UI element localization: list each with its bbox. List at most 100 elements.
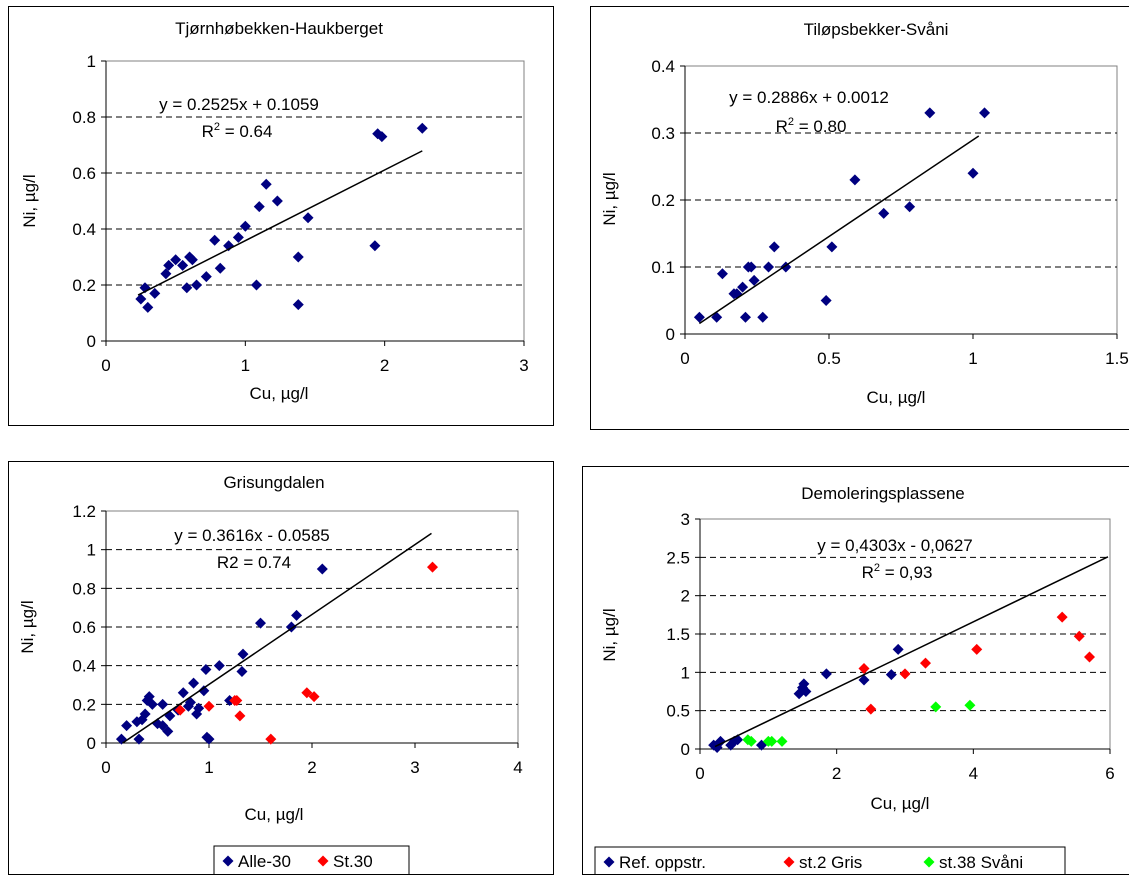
- trendline: [698, 135, 980, 325]
- data-point: [892, 643, 904, 655]
- x-tick-label: 6: [1105, 764, 1114, 783]
- x-tick-label: 1: [241, 356, 250, 375]
- legend-box: [594, 846, 1066, 878]
- data-point: [756, 739, 767, 751]
- data-point: [163, 259, 175, 271]
- y-tick-label: 1.2: [72, 502, 96, 521]
- data-point: [732, 734, 744, 746]
- data-point: [316, 563, 328, 575]
- chart-svg-4: 0 0.5 1 1.5 2 2.5 3 0 2 4 6 Demoleringsplassene Cu, …: [594, 484, 1115, 878]
- data-point: [971, 643, 983, 655]
- data-point: [200, 664, 212, 676]
- data-point: [693, 311, 705, 323]
- chart-panel-3: 0 0.2 0.4 0.6 0.8 1 1.2 0 1 2 3 4 Grisungdalen Cu, µg…: [8, 461, 554, 877]
- data-point: [250, 279, 262, 291]
- legend-marker: [603, 856, 615, 868]
- data-point: [177, 259, 189, 271]
- x-axis-label: Cu, µg/l: [245, 805, 304, 824]
- y-tick-label: 0.1: [651, 258, 675, 277]
- data-point: [427, 561, 439, 573]
- x-tick-label: 1: [204, 758, 213, 777]
- data-point: [1056, 611, 1068, 623]
- legend-entry: Ref. oppstr.: [619, 853, 706, 872]
- data-point: [800, 686, 812, 697]
- data-point: [865, 703, 877, 715]
- data-point: [858, 674, 870, 686]
- data-point: [798, 678, 810, 690]
- data-point: [139, 708, 151, 720]
- y-tick-label: 0.8: [72, 108, 96, 127]
- data-point: [203, 733, 215, 745]
- data-point: [748, 274, 760, 286]
- data-point: [292, 299, 304, 311]
- data-point: [416, 122, 428, 134]
- data-point: [200, 271, 212, 283]
- y-tick-label: 2: [681, 587, 690, 606]
- r-squared-label: R2 = 0.64: [202, 121, 273, 141]
- data-point: [776, 735, 788, 747]
- data-point: [234, 710, 246, 722]
- y-tick-label: 0: [666, 325, 675, 344]
- y-tick-label: 1: [87, 52, 96, 71]
- data-point: [253, 201, 265, 213]
- legend: Ref. oppstr. st.2 Gris st.38 Svåni: [594, 846, 1066, 878]
- x-tick-label: 1: [968, 349, 977, 368]
- r-squared-label: R2 = 0.74: [217, 553, 291, 572]
- data-point: [191, 279, 203, 291]
- data-point: [904, 201, 916, 213]
- legend-entry: st.2 Gris: [799, 853, 862, 872]
- data-point: [174, 704, 186, 716]
- y-tick-label: 0.4: [72, 657, 96, 676]
- data-point: [301, 687, 313, 699]
- data-point: [142, 301, 154, 313]
- data-point: [271, 195, 283, 207]
- data-point: [715, 735, 726, 747]
- data-point: [979, 107, 991, 119]
- y-tick-label: 0.3: [651, 124, 675, 143]
- trendline: [714, 556, 1109, 748]
- trendline: [122, 532, 432, 744]
- data-point: [177, 687, 189, 699]
- data-point: [849, 174, 861, 186]
- data-point: [232, 231, 244, 243]
- data-point: [716, 268, 728, 280]
- y-tick-label: 1: [681, 663, 690, 682]
- data-point: [260, 178, 272, 190]
- x-tick-label: 2: [307, 758, 316, 777]
- legend-entry: Alle-30: [238, 852, 291, 871]
- y-tick-label: 0.4: [72, 220, 96, 239]
- data-point: [146, 698, 158, 710]
- legend-entry: St.30: [333, 852, 373, 871]
- data-point: [135, 293, 147, 305]
- data-point: [1073, 630, 1085, 642]
- data-point: [302, 212, 314, 224]
- chart-title: Tjørnhøbekken-Haukberget: [175, 19, 383, 38]
- data-point: [711, 311, 723, 323]
- x-tick-label: 0: [695, 764, 704, 783]
- x-tick-label: 1.5: [1105, 349, 1129, 368]
- legend-entry: st.38 Svåni: [939, 853, 1023, 872]
- y-tick-label: 0.5: [666, 702, 690, 721]
- chart-title: Tiløpsbekker-Svåni: [804, 20, 949, 39]
- data-point: [136, 714, 148, 726]
- data-point: [826, 241, 838, 253]
- plot-area: [105, 60, 525, 342]
- data-point: [181, 282, 193, 294]
- x-tick-label: 2: [380, 356, 389, 375]
- data-point: [255, 617, 266, 629]
- legend: Alle-30 St.30: [213, 845, 410, 877]
- data-point: [737, 281, 749, 293]
- data-point: [739, 311, 751, 323]
- data-point: [878, 207, 890, 219]
- data-point: [930, 701, 942, 713]
- y-tick-label: 1.5: [666, 625, 690, 644]
- trendline-equation: y = 0.2525x + 0.1059: [159, 95, 319, 114]
- y-tick-label: 0.6: [72, 618, 96, 637]
- data-point: [157, 698, 169, 710]
- y-tick-label: 0: [87, 332, 96, 351]
- data-point: [899, 668, 911, 680]
- data-point: [967, 167, 979, 179]
- x-tick-label: 0: [101, 758, 110, 777]
- x-tick-label: 0: [101, 356, 110, 375]
- trendline-equation: y = 0.3616x - 0.0585: [174, 526, 329, 545]
